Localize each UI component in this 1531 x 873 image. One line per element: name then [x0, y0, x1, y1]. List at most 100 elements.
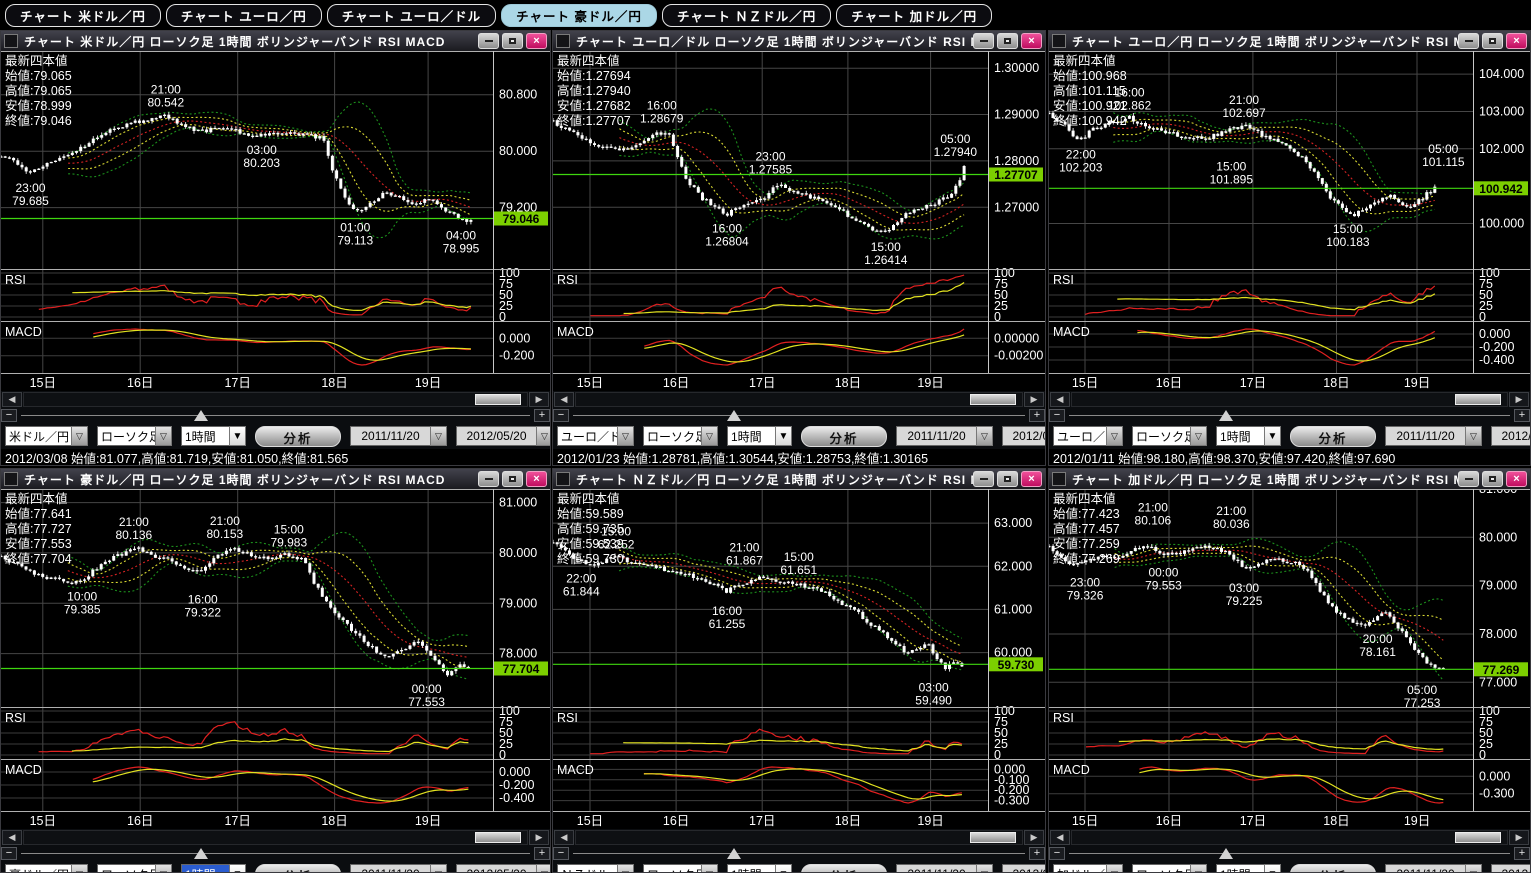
- scroll-left-button[interactable]: ◀: [554, 392, 574, 407]
- interval-dropdown-icon[interactable]: ▼: [1264, 426, 1281, 446]
- close-button[interactable]: ×: [1506, 471, 1527, 487]
- scrollbar-track[interactable]: [1071, 392, 1508, 407]
- taskbar-tab-3[interactable]: チャート ユーロ／ドル: [326, 3, 497, 27]
- chart-type-dropdown-icon[interactable]: ▽: [155, 864, 172, 872]
- date-from-select[interactable]: 2011/11/20 ▽: [896, 864, 993, 872]
- date-to-select[interactable]: 2012/05/20 ▽: [1002, 864, 1045, 872]
- scrollbar-thumb[interactable]: [970, 832, 1016, 843]
- close-button[interactable]: ×: [1506, 33, 1527, 49]
- window-titlebar[interactable]: チャート 米ドル／円 ローソク足 1時間 ボリンジャーバンド RSI MACD …: [1, 31, 550, 51]
- scrollbar-track[interactable]: [23, 830, 528, 845]
- scroll-left-button[interactable]: ◀: [1050, 392, 1070, 407]
- scrollbar-thumb[interactable]: [475, 394, 521, 405]
- chart-canvas[interactable]: 63.00062.00061.00060.00010075502500.000-…: [553, 489, 1045, 829]
- zoom-out-button[interactable]: −: [553, 847, 569, 860]
- window-titlebar[interactable]: チャート 豪ドル／円 ローソク足 1時間 ボリンジャーバンド RSI MACD …: [1, 469, 550, 489]
- zoom-track[interactable]: [21, 409, 530, 422]
- date-to-dropdown-icon[interactable]: ▽: [536, 426, 550, 446]
- date-from-select[interactable]: 2011/11/20 ▽: [896, 426, 993, 446]
- interval-select[interactable]: 1時間 ▼: [1216, 426, 1281, 446]
- scrollbar-track[interactable]: [575, 830, 1023, 845]
- chart-type-dropdown-icon[interactable]: ▽: [701, 864, 718, 872]
- scroll-left-button[interactable]: ◀: [2, 392, 22, 407]
- chart-type-dropdown-icon[interactable]: ▽: [1190, 426, 1207, 446]
- zoom-out-button[interactable]: −: [1, 847, 17, 860]
- zoom-track[interactable]: [1069, 409, 1510, 422]
- taskbar-tab-4[interactable]: チャート 豪ドル／円: [501, 3, 657, 27]
- scrollbar-thumb[interactable]: [1455, 394, 1501, 405]
- chart-canvas[interactable]: 81.00080.00079.00078.00077.0001007550250…: [1049, 489, 1530, 829]
- pair-dropdown-icon[interactable]: ▽: [1106, 864, 1123, 872]
- chart-canvas[interactable]: 1.300001.290001.280001.2700010075502500.…: [553, 51, 1045, 391]
- pair-dropdown-icon[interactable]: ▽: [71, 864, 88, 872]
- date-from-select[interactable]: 2011/11/20 ▽: [1385, 864, 1482, 872]
- chart-type-dropdown-icon[interactable]: ▽: [155, 426, 172, 446]
- date-from-dropdown-icon[interactable]: ▽: [976, 864, 993, 872]
- scroll-right-button[interactable]: ▶: [529, 392, 549, 407]
- taskbar-tab-2[interactable]: チャート ユーロ／円: [165, 3, 322, 27]
- chart-type-select[interactable]: ローソク足 ▽: [97, 426, 172, 446]
- scrollbar-thumb[interactable]: [1455, 832, 1501, 843]
- zoom-track[interactable]: [573, 409, 1025, 422]
- interval-select[interactable]: 1時間 ▼: [727, 864, 792, 872]
- chart-type-select[interactable]: ローソク足 ▽: [97, 864, 172, 872]
- window-titlebar[interactable]: チャート ユーロ／円 ローソク足 1時間 ボリンジャーバンド RSI MACD …: [1049, 31, 1530, 51]
- scrollbar-track[interactable]: [1071, 830, 1508, 845]
- zoom-in-button[interactable]: +: [534, 847, 550, 860]
- date-to-select[interactable]: 2012/05/20 ▽: [456, 426, 550, 446]
- pair-select[interactable]: 豪ドル／円 ▽: [5, 864, 88, 872]
- date-from-select[interactable]: 2011/11/20 ▽: [1385, 426, 1482, 446]
- pair-dropdown-icon[interactable]: ▽: [617, 864, 634, 872]
- close-button[interactable]: ×: [1021, 471, 1042, 487]
- zoom-in-button[interactable]: +: [1029, 409, 1045, 422]
- zoom-out-button[interactable]: −: [1049, 409, 1065, 422]
- chart-type-select[interactable]: ローソク足 ▽: [1132, 426, 1207, 446]
- scrollbar-track[interactable]: [575, 392, 1023, 407]
- date-to-dropdown-icon[interactable]: ▽: [536, 864, 550, 872]
- scroll-right-button[interactable]: ▶: [1509, 392, 1529, 407]
- date-from-dropdown-icon[interactable]: ▽: [430, 426, 447, 446]
- zoom-in-button[interactable]: +: [1514, 409, 1530, 422]
- scroll-right-button[interactable]: ▶: [1509, 830, 1529, 845]
- chart-type-select[interactable]: ローソク足 ▽: [643, 426, 718, 446]
- scroll-left-button[interactable]: ◀: [554, 830, 574, 845]
- chart-canvas[interactable]: 104.000103.000102.000100.00010075502500.…: [1049, 51, 1530, 391]
- taskbar-tab-1[interactable]: チャート 米ドル／円: [5, 3, 161, 27]
- chart-type-dropdown-icon[interactable]: ▽: [701, 426, 718, 446]
- interval-dropdown-icon[interactable]: ▼: [229, 864, 246, 872]
- date-from-dropdown-icon[interactable]: ▽: [430, 864, 447, 872]
- chart-type-select[interactable]: ローソク足 ▽: [643, 864, 718, 872]
- zoom-in-button[interactable]: +: [1029, 847, 1045, 860]
- maximize-button[interactable]: [502, 471, 523, 487]
- analyze-button[interactable]: 分析: [255, 425, 341, 447]
- scroll-right-button[interactable]: ▶: [529, 830, 549, 845]
- pair-dropdown-icon[interactable]: ▽: [1106, 426, 1123, 446]
- date-to-select[interactable]: 2012/05/20 ▽: [1491, 864, 1530, 872]
- zoom-out-button[interactable]: −: [1049, 847, 1065, 860]
- interval-select[interactable]: 1時間 ▼: [1216, 864, 1281, 872]
- minimize-button[interactable]: [973, 33, 994, 49]
- window-titlebar[interactable]: チャート ユーロ／ドル ローソク足 1時間 ボリンジャーバンド RSI MACD…: [553, 31, 1045, 51]
- window-titlebar[interactable]: チャート 加ドル／円 ローソク足 1時間 ボリンジャーバンド RSI MACD …: [1049, 469, 1530, 489]
- date-from-select[interactable]: 2011/11/20 ▽: [350, 864, 447, 872]
- zoom-thumb[interactable]: [194, 410, 209, 421]
- date-from-dropdown-icon[interactable]: ▽: [976, 426, 993, 446]
- interval-dropdown-icon[interactable]: ▼: [1264, 864, 1281, 872]
- zoom-track[interactable]: [1069, 847, 1510, 860]
- date-from-select[interactable]: 2011/11/20 ▽: [350, 426, 447, 446]
- analyze-button[interactable]: 分析: [1290, 425, 1376, 447]
- zoom-out-button[interactable]: −: [553, 409, 569, 422]
- zoom-thumb[interactable]: [726, 410, 741, 421]
- zoom-thumb[interactable]: [194, 848, 209, 859]
- interval-select[interactable]: 1時間 ▼: [727, 426, 792, 446]
- date-to-select[interactable]: 2012/05/20 ▽: [1491, 426, 1530, 446]
- analyze-button[interactable]: 分析: [255, 863, 341, 872]
- zoom-track[interactable]: [573, 847, 1025, 860]
- date-to-select[interactable]: 2012/05/20 ▽: [456, 864, 550, 872]
- minimize-button[interactable]: [1458, 471, 1479, 487]
- interval-dropdown-icon[interactable]: ▼: [775, 426, 792, 446]
- scroll-left-button[interactable]: ◀: [2, 830, 22, 845]
- close-button[interactable]: ×: [526, 471, 547, 487]
- pair-select[interactable]: 米ドル／円 ▽: [5, 426, 88, 446]
- date-from-dropdown-icon[interactable]: ▽: [1465, 426, 1482, 446]
